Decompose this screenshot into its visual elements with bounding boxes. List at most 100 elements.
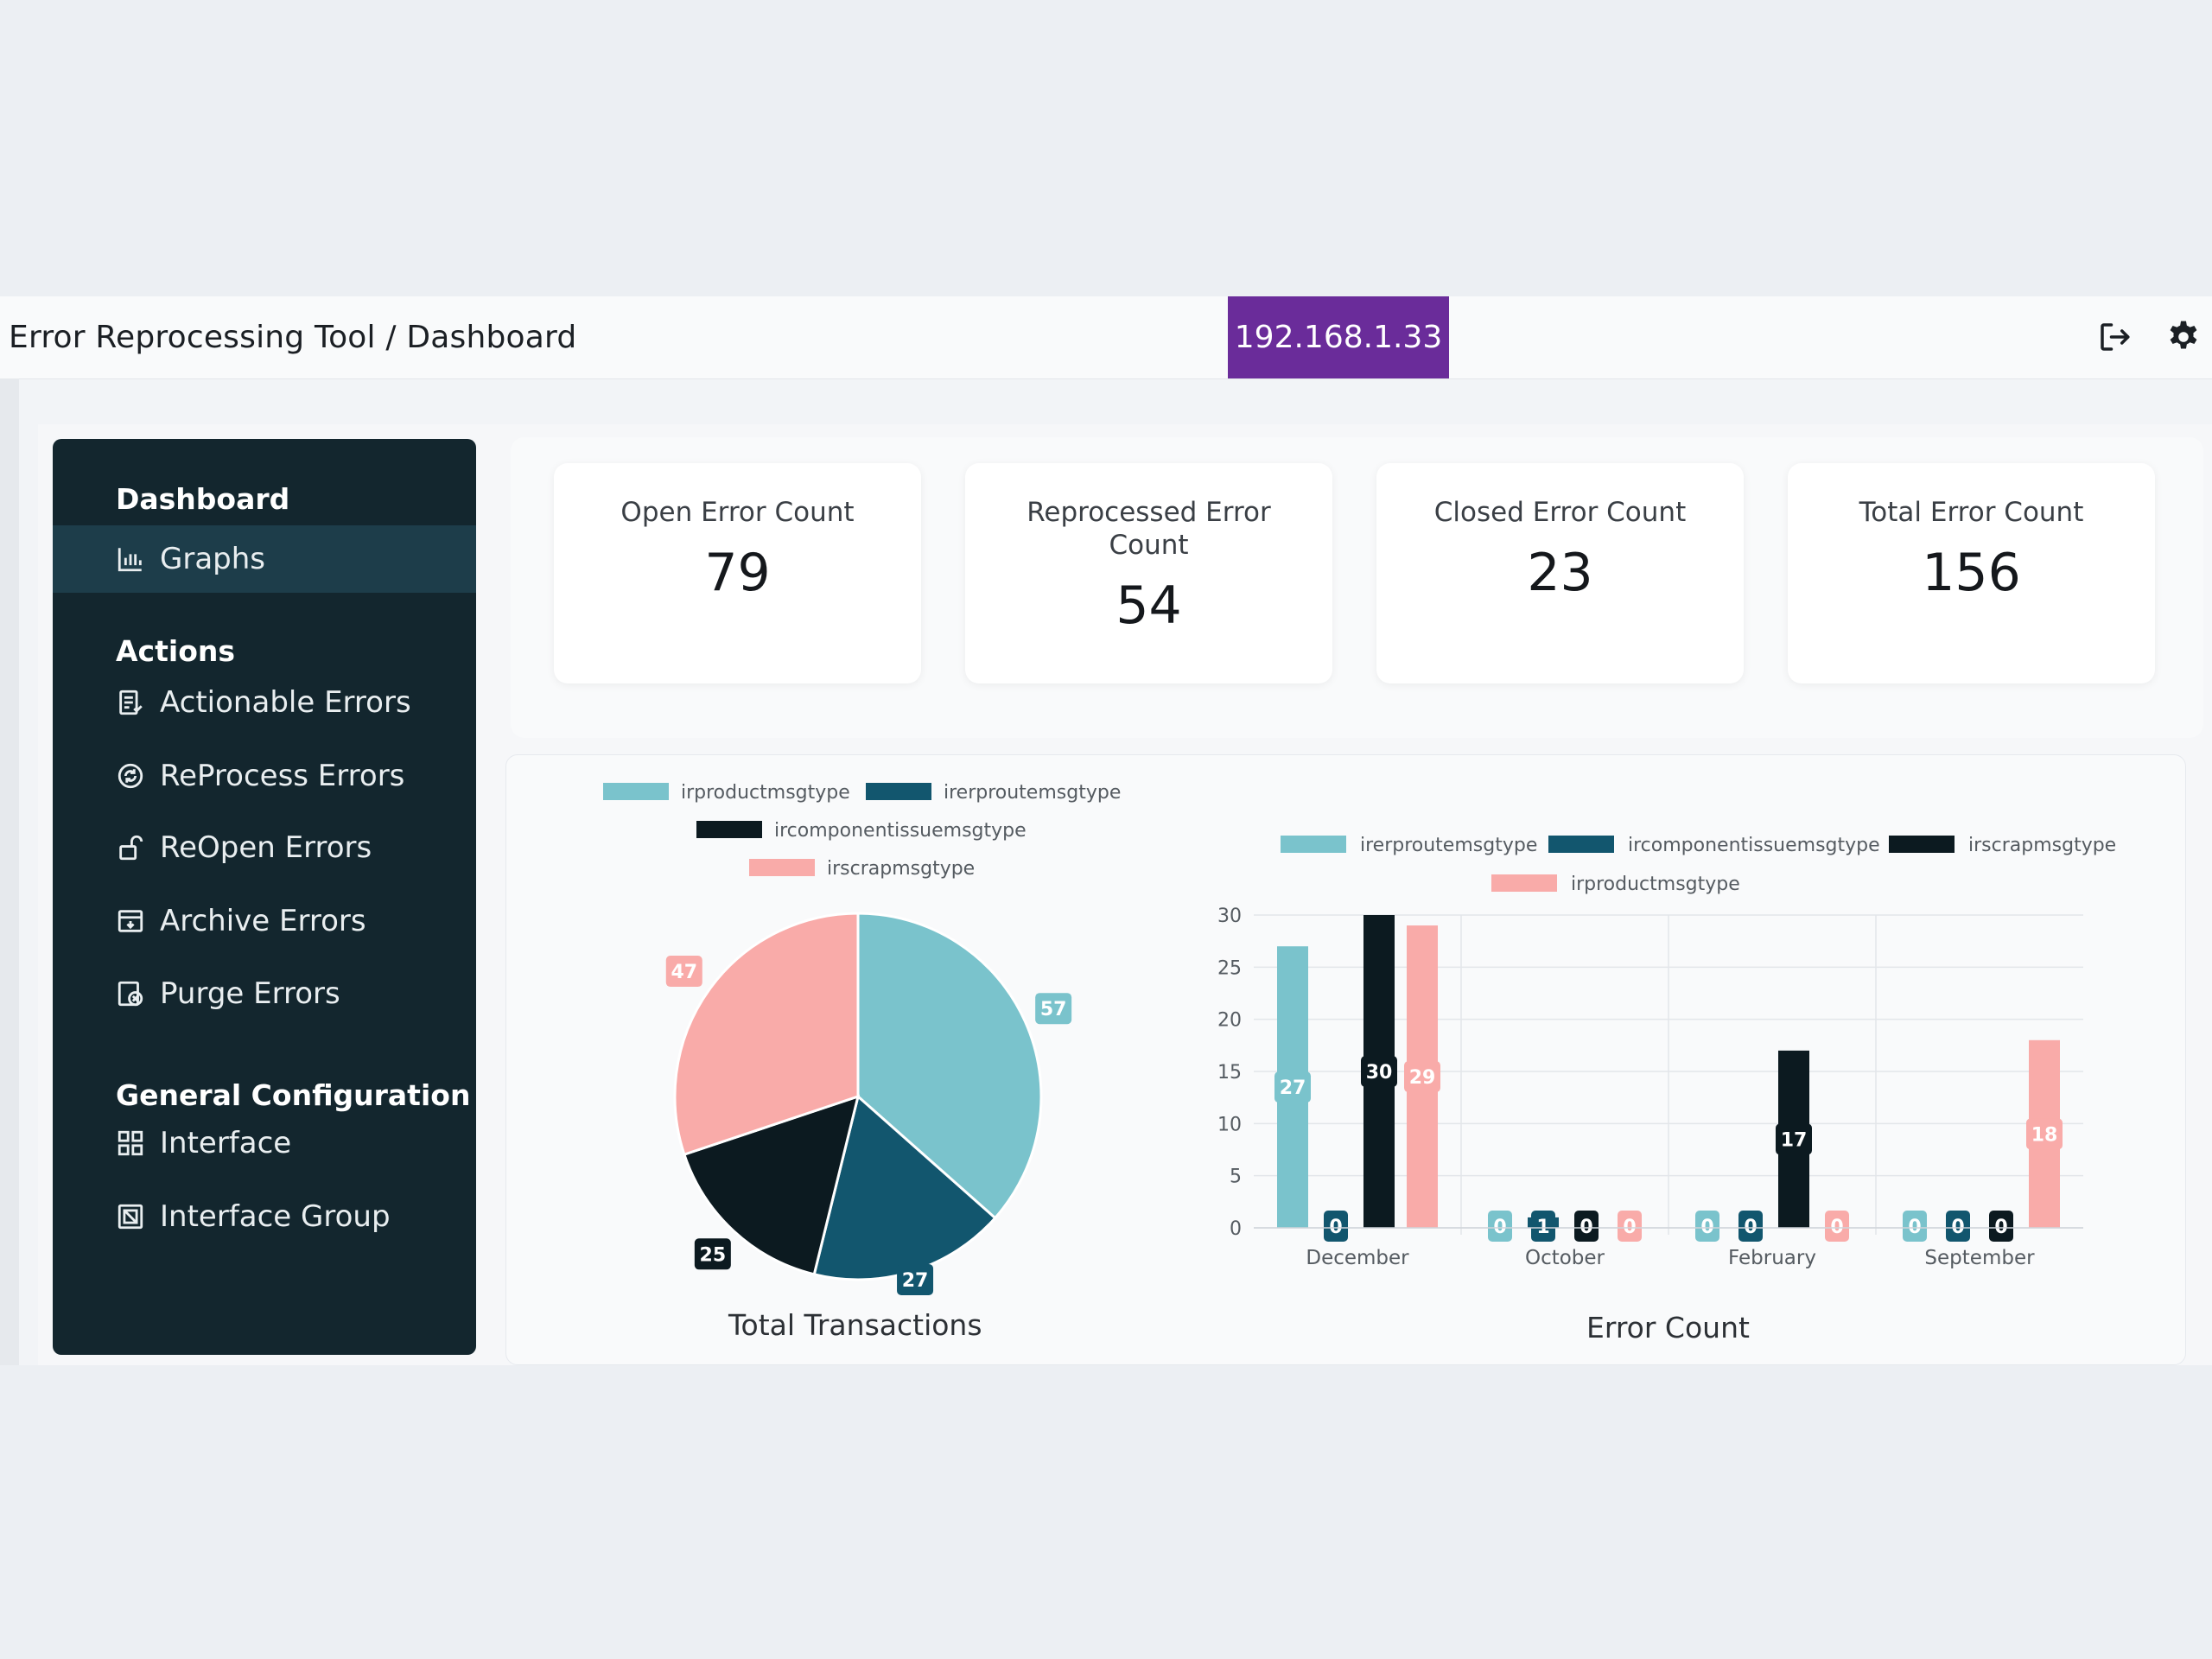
total-error-count-card: Total Error Count 156 xyxy=(1788,463,2155,683)
sidebar-item-reopen-errors[interactable]: ReOpen Errors xyxy=(53,814,476,881)
sidebar-item-label: Purge Errors xyxy=(160,976,340,1011)
legend-swatch xyxy=(1491,874,1557,892)
left-edge-strip xyxy=(0,378,19,1365)
legend-label: irerproutemsgtype xyxy=(1360,835,1537,856)
legend-swatch xyxy=(1281,836,1346,853)
grid-icon xyxy=(114,1127,147,1160)
bar-value-label-box xyxy=(1738,1211,1763,1242)
legend-swatch xyxy=(866,783,931,800)
bar-value-label-box xyxy=(1574,1211,1599,1242)
legend-label: irerproutemsgtype xyxy=(944,782,1121,804)
card-title: Open Error Count xyxy=(620,497,855,528)
bar-chart-title: Error Count xyxy=(1586,1311,1750,1344)
legend-swatch xyxy=(696,821,762,838)
reprocessed-error-count-card: Reprocessed Error Count 54 xyxy=(965,463,1332,683)
y-tick-label: 0 xyxy=(1230,1218,1242,1240)
logout-icon[interactable] xyxy=(2094,317,2134,357)
sidebar-item-archive-errors[interactable]: Archive Errors xyxy=(53,887,476,955)
sidebar-item-graphs[interactable]: Graphs xyxy=(53,525,476,593)
bar-value-label-box xyxy=(1946,1211,1970,1242)
list-check-icon xyxy=(114,686,147,719)
x-tick-label: October xyxy=(1525,1247,1605,1269)
pie-chart-title: Total Transactions xyxy=(728,1308,982,1342)
card-title: Closed Error Count xyxy=(1433,497,1687,528)
bar-value-label-box xyxy=(1324,1211,1348,1242)
pie-slice-irscrapmsgtype xyxy=(673,912,860,1157)
sidebar-item-interface[interactable]: Interface xyxy=(53,1109,476,1177)
breadcrumb-title: Error Reprocessing Tool / Dashboard xyxy=(9,320,577,355)
sidebar-item-label: Graphs xyxy=(160,542,266,576)
legend-label: irscrapmsgtype xyxy=(827,858,975,880)
summary-cards-panel: Open Error Count 79 Reprocessed Error Co… xyxy=(511,437,2203,738)
bar-value-label: 30 xyxy=(1366,1062,1393,1084)
y-tick-label: 30 xyxy=(1217,906,1242,927)
sidebar-item-purge-errors[interactable]: Purge Errors xyxy=(53,960,476,1027)
pie-value-label: 25 xyxy=(700,1244,727,1266)
pie-value-label-box xyxy=(665,956,702,988)
x-tick-label: December xyxy=(1306,1247,1409,1269)
legend-swatch xyxy=(603,783,669,800)
pie-value-label-box xyxy=(694,1238,731,1270)
x-tick-label: September xyxy=(1924,1247,2035,1269)
refresh-icon xyxy=(114,760,147,792)
y-tick-label: 10 xyxy=(1217,1114,1242,1135)
x-tick-label: February xyxy=(1728,1247,1816,1269)
y-tick-label: 5 xyxy=(1230,1166,1242,1188)
pie-value-label-box xyxy=(897,1263,934,1295)
bar-value-label-box xyxy=(1903,1211,1927,1242)
sidebar-item-interface-group[interactable]: Interface Group xyxy=(53,1183,476,1250)
legend-label: ircomponentissuemsgtype xyxy=(774,820,1027,842)
bar-value-label: 18 xyxy=(2031,1124,2058,1146)
bar-value-label-box xyxy=(1776,1123,1812,1155)
bar-value-label-box xyxy=(1989,1211,2013,1242)
bar-value-label-box xyxy=(1488,1211,1512,1242)
bar-chart-icon xyxy=(114,543,147,575)
sidebar-item-reprocess-errors[interactable]: ReProcess Errors xyxy=(53,742,476,810)
pie-value-label: 27 xyxy=(902,1270,929,1292)
sidebar-item-actionable-errors[interactable]: Actionable Errors xyxy=(53,669,476,736)
gear-icon[interactable] xyxy=(2164,317,2203,357)
y-tick-label: 20 xyxy=(1217,1010,1242,1032)
card-value: 156 xyxy=(1922,543,2021,603)
legend-swatch xyxy=(749,859,815,876)
ip-address-badge: 192.168.1.33 xyxy=(1228,296,1449,378)
sidebar-section-actions: Actions xyxy=(116,634,235,668)
pie-value-label: 57 xyxy=(1040,999,1067,1020)
legend-label: ircomponentissuemsgtype xyxy=(1628,835,1880,856)
sidebar-section-dashboard[interactable]: Dashboard xyxy=(116,482,290,516)
sidebar-section-general-configuration: General Configuration xyxy=(116,1078,471,1112)
bar-value-label-box xyxy=(1695,1211,1719,1242)
card-value: 54 xyxy=(1116,575,1182,636)
pie-value-label: 47 xyxy=(671,962,697,983)
pie-value-label-box xyxy=(1035,993,1072,1025)
bar-value-label-box xyxy=(1531,1211,1555,1242)
archive-icon xyxy=(114,905,147,938)
bar-value-label: 17 xyxy=(1781,1129,1808,1151)
sidebar: Dashboard Graphs Actions Actionable Erro… xyxy=(53,439,476,1355)
closed-error-count-card: Closed Error Count 23 xyxy=(1376,463,1744,683)
open-error-count-card: Open Error Count 79 xyxy=(554,463,921,683)
pie-slice-irproductmsgtype xyxy=(856,912,1043,1220)
purge-icon xyxy=(114,977,147,1010)
group-icon xyxy=(114,1200,147,1233)
sidebar-item-label: Archive Errors xyxy=(160,904,366,938)
sidebar-item-label: ReProcess Errors xyxy=(160,759,405,793)
card-title: Reprocessed Error Count xyxy=(1027,497,1271,561)
bar-value-label: 29 xyxy=(1409,1067,1436,1089)
card-value: 79 xyxy=(704,543,771,603)
sidebar-item-label: Interface Group xyxy=(160,1199,391,1234)
y-tick-label: 15 xyxy=(1217,1062,1242,1084)
card-title: Total Error Count xyxy=(1859,497,2084,528)
top-bar: Error Reprocessing Tool / Dashboard 192.… xyxy=(0,296,2212,379)
sidebar-item-label: Interface xyxy=(160,1126,292,1160)
sidebar-item-label: Actionable Errors xyxy=(160,685,411,720)
legend-swatch xyxy=(1889,836,1955,853)
charts-panel: irproductmsgtype irerproutemsgtype ircompo… xyxy=(505,754,2186,1365)
bar-value-label: 27 xyxy=(1280,1077,1306,1099)
bar-value-label-box xyxy=(1404,1061,1440,1093)
y-tick-label: 25 xyxy=(1217,957,1242,979)
bar-value-label-box xyxy=(1274,1071,1311,1103)
pie-chart: irproductmsgtype irerproutemsgtype ircompo… xyxy=(603,782,1121,1295)
bar-value-label-box xyxy=(1618,1211,1642,1242)
legend-swatch xyxy=(1548,836,1614,853)
